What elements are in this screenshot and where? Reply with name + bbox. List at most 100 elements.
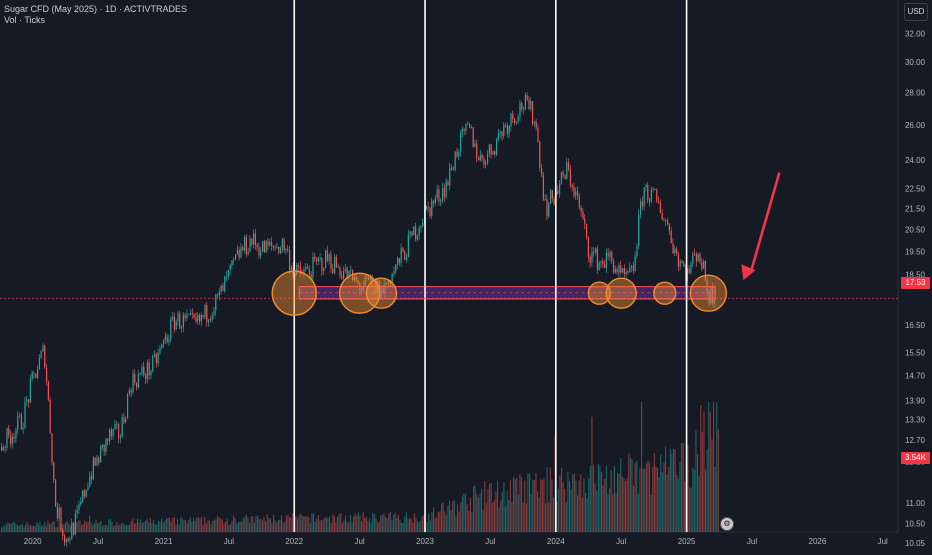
volume-bar (501, 492, 503, 532)
volume-bar (609, 488, 611, 532)
volume-bar (76, 522, 78, 532)
volume-bar (297, 518, 299, 532)
candle-body (83, 490, 85, 497)
candle-body (708, 291, 710, 304)
candle-body (305, 267, 307, 270)
volume-bar (631, 459, 633, 532)
current-price-badge: 17.53 (901, 277, 930, 289)
candle-body (87, 486, 89, 490)
candle-body (550, 190, 552, 204)
candle-body (332, 268, 334, 274)
volume-bar (236, 523, 238, 532)
candle-body (483, 158, 485, 165)
volume-bar (417, 521, 419, 532)
volume-bar (460, 502, 462, 532)
volume-bar (431, 512, 433, 532)
volume-bar (183, 520, 185, 532)
volume-bar (42, 525, 44, 532)
candle-body (317, 258, 319, 262)
candle-body (478, 157, 480, 161)
candle-body (512, 113, 514, 119)
candle-body (402, 248, 404, 252)
candle-body (654, 188, 656, 190)
candle-body (22, 427, 24, 430)
candle-body (141, 366, 143, 374)
volume-bar (666, 474, 668, 532)
support-touch-circle (271, 270, 317, 316)
candle-body (73, 522, 75, 535)
volume-bar (687, 445, 689, 532)
candle-body (186, 314, 188, 318)
candle-body (425, 206, 427, 209)
candle-body (580, 207, 582, 212)
candle-body (247, 251, 249, 254)
volume-bar (111, 521, 113, 532)
candle-body (132, 373, 134, 393)
candle-body (238, 250, 240, 258)
candle-body (60, 507, 62, 531)
candle-body (145, 375, 147, 379)
candle-body (366, 276, 368, 278)
candle-body (112, 429, 114, 436)
price-tick-label: 14.70 (905, 372, 926, 381)
volume-bar (372, 513, 374, 532)
candle-body (197, 314, 199, 322)
candle-body (586, 223, 588, 237)
volume-bar (119, 524, 121, 532)
candle-body (47, 381, 49, 400)
plot-background (0, 0, 898, 532)
volume-bar (564, 488, 566, 532)
candle-body (515, 121, 517, 123)
candle-body (362, 285, 364, 290)
candle-body (24, 401, 26, 428)
volume-bar (706, 449, 708, 532)
candle-body (101, 444, 103, 448)
candle-body (200, 315, 202, 322)
volume-bar (466, 504, 468, 532)
candle-body (391, 274, 393, 285)
candle-body (236, 250, 238, 255)
candle-body (661, 212, 663, 220)
candle-body (541, 168, 543, 176)
volume-bar (45, 526, 47, 532)
candle-body (578, 196, 580, 208)
volume-bar (333, 516, 335, 532)
candle-body (699, 253, 701, 262)
candle-body (335, 256, 337, 268)
candle-body (465, 124, 467, 131)
candle-body (182, 314, 184, 328)
candle-body (456, 151, 458, 157)
support-touch-circle (365, 277, 398, 309)
candle-body (157, 353, 159, 364)
candle-body (38, 357, 40, 370)
candle-body (487, 153, 489, 163)
volume-bar (586, 498, 588, 532)
candle-body (652, 188, 654, 190)
volume-bar (143, 522, 145, 532)
candle-body (658, 200, 660, 203)
candle-body (703, 261, 705, 269)
candle-body (645, 185, 647, 188)
candle-body (65, 538, 67, 543)
volume-bar (154, 524, 156, 532)
volume-bar (369, 518, 371, 532)
settings-icon[interactable]: ⚙ (720, 517, 734, 531)
candle-body (596, 248, 598, 270)
candle-body (649, 199, 651, 202)
currency-button[interactable]: USD (904, 3, 928, 21)
candle-body (685, 266, 687, 282)
time-tick-label: Jul (354, 537, 364, 546)
candle-body (681, 261, 683, 264)
candle-body (656, 189, 658, 201)
candle-body (499, 131, 501, 133)
candle-body (690, 263, 692, 273)
volume-bar (677, 479, 679, 532)
candle-body (267, 241, 269, 246)
candle-body (11, 436, 13, 444)
candle-body (19, 414, 21, 416)
volume-bar (234, 518, 236, 532)
volume-bar (700, 404, 702, 532)
candle-body (253, 233, 255, 245)
